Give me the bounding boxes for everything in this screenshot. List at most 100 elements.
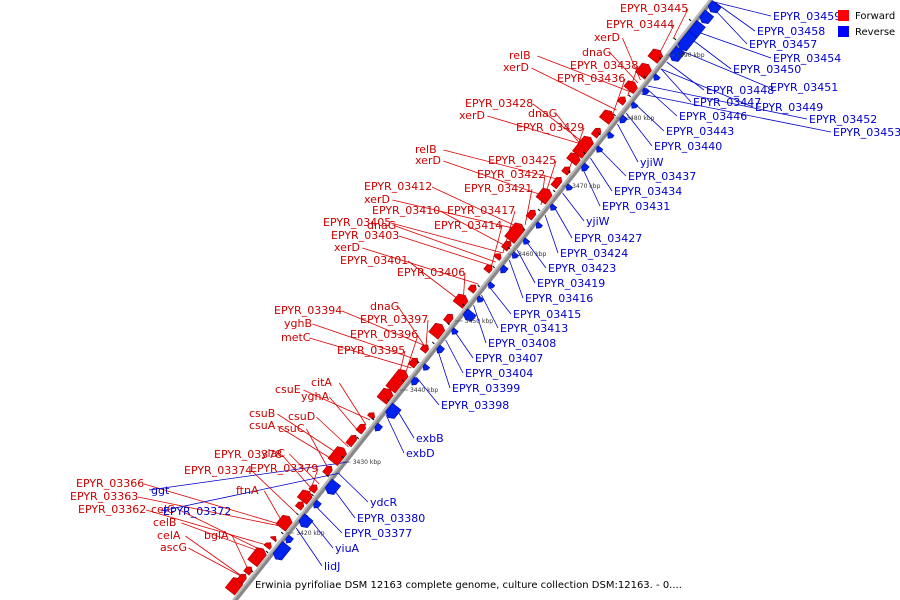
reverse-gene-label: EPYR_03404 (465, 367, 533, 380)
reverse-gene-feature (476, 295, 485, 303)
minor-feature-mark (688, 18, 692, 22)
forward-leader-line (179, 509, 266, 553)
reverse-gene-label: EPYR_03446 (679, 110, 747, 123)
reverse-leader-line (687, 35, 732, 70)
reverse-gene-label: EPYR_03419 (537, 277, 605, 290)
forward-leader-line (329, 396, 361, 434)
reverse-gene-feature (677, 30, 698, 52)
forward-gene-label: ftnA (236, 484, 259, 497)
forward-leader-line (316, 416, 349, 448)
minor-feature-mark (658, 56, 662, 60)
reverse-gene-feature (422, 363, 431, 371)
forward-leader-line (341, 310, 429, 348)
reverse-leader-line (641, 93, 832, 133)
forward-gene-label: EPYR_03374 (184, 464, 252, 477)
reverse-gene-feature (298, 513, 314, 529)
minor-feature-mark (628, 94, 632, 98)
reverse-gene-label: EPYR_03377 (344, 527, 412, 540)
forward-leader-line (610, 52, 639, 84)
forward-gene-label: EPYR_03394 (274, 304, 342, 317)
forward-gene-label: EPYR_03397 (360, 313, 428, 326)
reverse-leader-line (473, 304, 487, 344)
reverse-leader-line (314, 504, 343, 534)
forward-leader-line (487, 115, 589, 147)
reverse-leader-line (645, 87, 678, 117)
genome-caption: Erwinia pyrifoliae DSM 12163 complete ge… (255, 580, 682, 591)
minor-feature-mark (643, 75, 647, 79)
reverse-leader-line (385, 414, 405, 454)
reverse-leader-line (625, 112, 653, 147)
forward-leader-line (362, 247, 479, 285)
forward-leader-line (537, 55, 632, 93)
forward-gene-label: EPYR_03421 (464, 182, 532, 195)
minor-feature-mark (401, 379, 405, 383)
minor-feature-mark (326, 474, 329, 478)
minor-feature-mark (522, 227, 526, 231)
reverse-leader-line (714, 1, 772, 17)
forward-gene-label: EPYR_03366 (76, 477, 144, 490)
forward-gene-label: celB (153, 516, 176, 529)
forward-gene-label: EPYR_03422 (477, 168, 545, 181)
minor-feature-mark (613, 113, 616, 117)
forward-gene-label: EPYR_03414 (434, 219, 502, 232)
forward-gene-feature (308, 484, 318, 494)
reverse-gene-feature (451, 327, 459, 335)
reverse-gene-feature (436, 344, 445, 354)
reverse-leader-line (714, 1, 756, 32)
forward-gene-label: dnaG (367, 219, 396, 232)
forward-gene-label: EPYR_03362 (78, 503, 146, 516)
reverse-gene-feature (535, 221, 543, 229)
minor-feature-mark (356, 436, 360, 440)
forward-gene-feature (376, 387, 394, 405)
forward-gene-feature (275, 514, 293, 532)
forward-gene-label: EPYR_03401 (340, 254, 408, 267)
reverse-gene-feature (642, 87, 650, 95)
scale-tick-label: 3470 kbp (572, 183, 600, 190)
reverse-gene-feature (631, 101, 639, 109)
reverse-gene-feature (669, 45, 686, 62)
forward-leader-line (532, 103, 589, 147)
forward-gene-feature (572, 135, 594, 159)
forward-gene-feature (452, 293, 469, 309)
reverse-gene-label: exbB (416, 432, 444, 445)
minor-feature-mark (341, 455, 345, 459)
minor-feature-mark (416, 360, 420, 364)
forward-gene-label: xerD (334, 241, 360, 254)
reverse-leader-line (415, 376, 440, 406)
reverse-gene-feature (707, 0, 722, 14)
reverse-gene-label: EPYR_03452 (809, 113, 877, 126)
forward-gene-feature (355, 423, 366, 435)
forward-gene-label: dnaG (582, 46, 611, 59)
forward-gene-feature (419, 344, 429, 354)
forward-leader-line (181, 522, 265, 554)
forward-leader-line (188, 547, 245, 579)
forward-leader-line (137, 496, 286, 528)
forward-gene-feature (616, 96, 627, 106)
forward-leader-line (612, 78, 626, 116)
minor-feature-mark (492, 265, 496, 269)
forward-gene-label: csuB (249, 407, 275, 420)
reverse-gene-label: EPYR_03423 (548, 262, 616, 275)
forward-gene-feature (550, 177, 563, 190)
reverse-gene-feature (500, 264, 509, 274)
reverse-leader-line (338, 473, 369, 503)
minor-feature-mark (250, 569, 254, 573)
forward-gene-label: EPYR_03378 (214, 448, 282, 461)
forward-gene-feature (467, 284, 477, 294)
genome-backbone (232, 0, 711, 600)
forward-leader-line (303, 389, 371, 421)
forward-gene-feature (263, 542, 272, 550)
reverse-gene-label: yjiW (640, 156, 664, 169)
minor-feature-mark (673, 37, 677, 41)
reverse-gene-feature (550, 203, 558, 211)
legend-reverse-label: Reverse (855, 27, 895, 38)
reverse-gene-label: ydcR (370, 496, 398, 509)
reverse-gene-label: EPYR_03437 (628, 170, 696, 183)
reverse-gene-label: EPYR_03440 (654, 140, 722, 153)
forward-gene-feature (243, 566, 253, 576)
forward-gene-label: EPYR_03425 (488, 154, 556, 167)
reverse-gene-label: EPYR_03434 (614, 185, 682, 198)
forward-gene-label: xerD (459, 109, 485, 122)
reverse-gene-label: EPYR_03431 (602, 200, 670, 213)
forward-gene-label: citA (311, 376, 332, 389)
